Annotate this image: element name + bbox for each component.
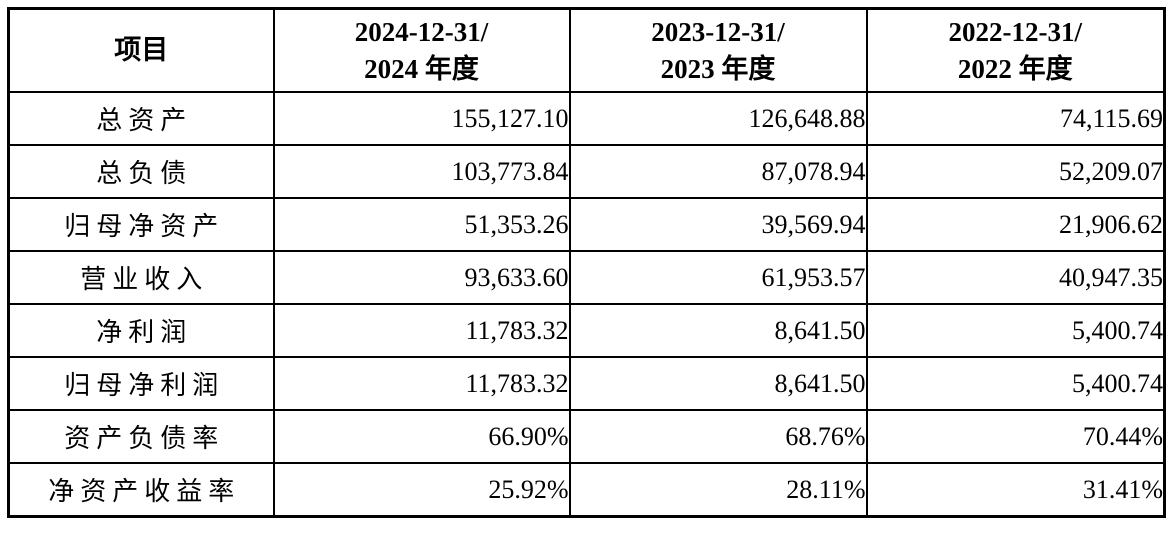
table-row: 营业收入 93,633.60 61,953.57 40,947.35 (7, 250, 1166, 305)
table-row: 总负债 103,773.84 87,078.94 52,209.07 (7, 144, 1166, 199)
column-header-2022-year: 2022 年度 (957, 53, 1073, 84)
cell-parent-net-assets-2023: 39,569.94 (568, 197, 868, 252)
row-label-net-profit: 净利润 (7, 303, 275, 358)
cell-total-assets-2024: 155,127.10 (272, 91, 571, 146)
cell-operating-revenue-2022: 40,947.35 (865, 250, 1166, 305)
cell-parent-net-profit-2022: 5,400.74 (865, 356, 1166, 411)
cell-parent-net-profit-2023: 8,641.50 (568, 356, 868, 411)
cell-net-profit-2024: 11,783.32 (272, 303, 571, 358)
table-row: 资产负债率 66.90% 68.76% 70.44% (7, 409, 1166, 464)
row-label-debt-ratio: 资产负债率 (7, 409, 275, 464)
cell-roe-2023: 28.11% (568, 462, 868, 518)
cell-net-profit-2022: 5,400.74 (865, 303, 1166, 358)
table-row: 净资产收益率 25.92% 28.11% 31.41% (7, 462, 1166, 518)
table-row: 总资产 155,127.10 126,648.88 74,115.69 (7, 91, 1166, 146)
table-header-row: 项目 2024-12-31/ 2024 年度 2023-12-31/ 2023 … (7, 7, 1166, 93)
cell-total-liabilities-2024: 103,773.84 (272, 144, 571, 199)
cell-net-profit-2023: 8,641.50 (568, 303, 868, 358)
table-row: 归母净利润 11,783.32 8,641.50 5,400.74 (7, 356, 1166, 411)
column-header-item: 项目 (7, 7, 275, 93)
column-header-item-label: 项目 (114, 35, 169, 65)
cell-debt-ratio-2024: 66.90% (272, 409, 571, 464)
column-header-2022: 2022-12-31/ 2022 年度 (865, 7, 1166, 93)
row-label-total-liabilities: 总负债 (7, 144, 275, 199)
cell-total-assets-2023: 126,648.88 (568, 91, 868, 146)
cell-operating-revenue-2023: 61,953.57 (568, 250, 868, 305)
row-label-total-assets: 总资产 (7, 91, 275, 146)
column-header-2023-year: 2023 年度 (660, 53, 776, 84)
cell-roe-2022: 31.41% (865, 462, 1166, 518)
cell-debt-ratio-2023: 68.76% (568, 409, 868, 464)
column-header-2022-date: 2022-12-31/ (948, 16, 1082, 47)
financial-summary-table: 项目 2024-12-31/ 2024 年度 2023-12-31/ 2023 … (7, 7, 1166, 518)
column-header-2024: 2024-12-31/ 2024 年度 (272, 7, 571, 93)
cell-operating-revenue-2024: 93,633.60 (272, 250, 571, 305)
table-row: 归母净资产 51,353.26 39,569.94 21,906.62 (7, 197, 1166, 252)
column-header-2024-year: 2024 年度 (364, 53, 479, 84)
cell-parent-net-profit-2024: 11,783.32 (272, 356, 571, 411)
column-header-2023: 2023-12-31/ 2023 年度 (568, 7, 868, 93)
cell-debt-ratio-2022: 70.44% (865, 409, 1166, 464)
cell-total-assets-2022: 74,115.69 (865, 91, 1166, 146)
column-header-2024-date: 2024-12-31/ (354, 16, 489, 47)
row-label-parent-net-profit: 归母净利润 (7, 356, 275, 411)
cell-total-liabilities-2022: 52,209.07 (865, 144, 1166, 199)
table-row: 净利润 11,783.32 8,641.50 5,400.74 (7, 303, 1166, 358)
row-label-operating-revenue: 营业收入 (7, 250, 275, 305)
cell-parent-net-assets-2022: 21,906.62 (865, 197, 1166, 252)
row-label-roe: 净资产收益率 (7, 462, 275, 518)
column-header-2023-date: 2023-12-31/ (651, 16, 785, 47)
cell-total-liabilities-2023: 87,078.94 (568, 144, 868, 199)
cell-roe-2024: 25.92% (272, 462, 571, 518)
cell-parent-net-assets-2024: 51,353.26 (272, 197, 571, 252)
row-label-parent-net-assets: 归母净资产 (7, 197, 275, 252)
